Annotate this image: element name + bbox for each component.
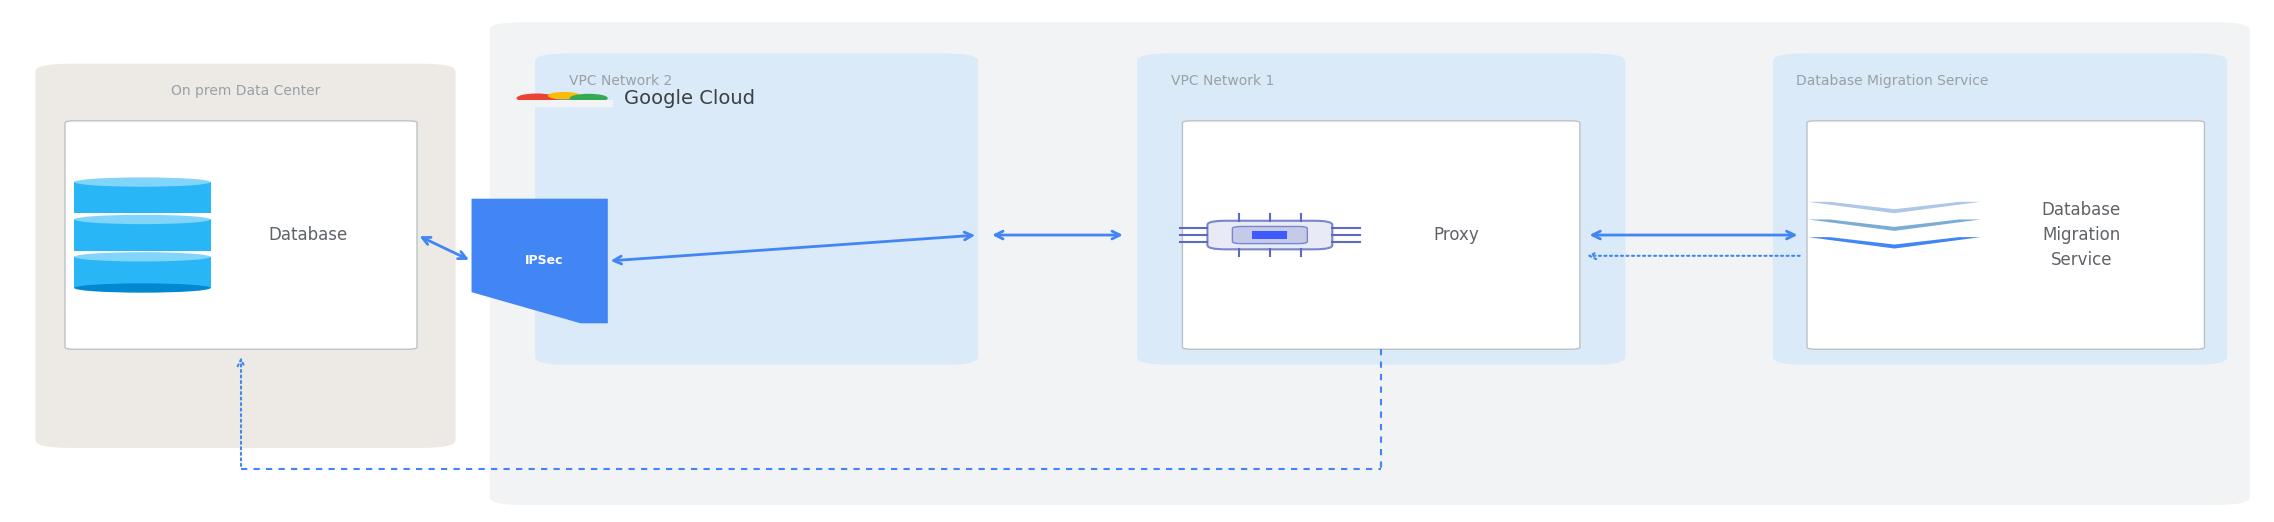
- FancyBboxPatch shape: [1808, 121, 2204, 349]
- Ellipse shape: [75, 177, 211, 187]
- Circle shape: [516, 93, 557, 103]
- FancyBboxPatch shape: [36, 64, 455, 448]
- FancyBboxPatch shape: [534, 53, 978, 365]
- Polygon shape: [75, 257, 211, 288]
- Polygon shape: [1808, 219, 1981, 231]
- Text: VPC Network 1: VPC Network 1: [1171, 74, 1273, 88]
- FancyBboxPatch shape: [1253, 231, 1287, 239]
- Circle shape: [548, 92, 580, 99]
- Text: On prem Data Center: On prem Data Center: [171, 85, 321, 99]
- FancyBboxPatch shape: [489, 22, 2249, 505]
- Polygon shape: [471, 199, 607, 323]
- Text: Google Cloud: Google Cloud: [623, 89, 755, 108]
- FancyBboxPatch shape: [1774, 53, 2226, 365]
- Text: Proxy: Proxy: [1435, 226, 1480, 244]
- FancyBboxPatch shape: [66, 121, 416, 349]
- Polygon shape: [1808, 202, 1981, 213]
- Polygon shape: [75, 182, 211, 213]
- FancyBboxPatch shape: [1137, 53, 1626, 365]
- Text: Database Migration Service: Database Migration Service: [1796, 74, 1987, 88]
- Ellipse shape: [75, 252, 211, 262]
- Polygon shape: [75, 219, 211, 251]
- Text: Database: Database: [268, 226, 348, 244]
- FancyBboxPatch shape: [1207, 221, 1333, 250]
- FancyBboxPatch shape: [1182, 121, 1580, 349]
- Text: IPSec: IPSec: [525, 255, 564, 267]
- Text: Database
Migration
Service: Database Migration Service: [2042, 201, 2122, 269]
- Ellipse shape: [75, 283, 211, 293]
- FancyBboxPatch shape: [1233, 227, 1308, 244]
- Ellipse shape: [75, 215, 211, 224]
- Polygon shape: [512, 100, 614, 107]
- Circle shape: [539, 96, 587, 107]
- Polygon shape: [1808, 237, 1981, 248]
- Text: VPC Network 2: VPC Network 2: [568, 74, 673, 88]
- Circle shape: [571, 94, 607, 102]
